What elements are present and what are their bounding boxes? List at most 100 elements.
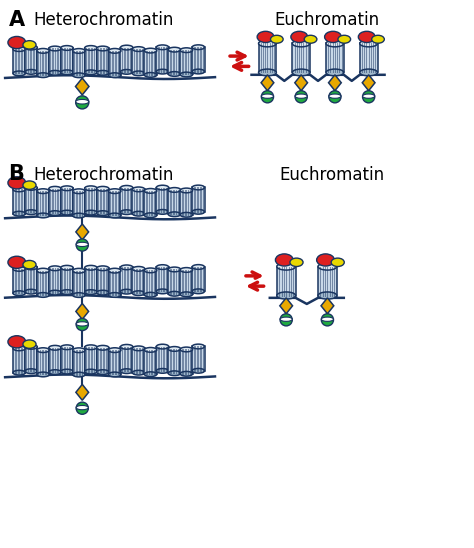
- Polygon shape: [109, 51, 121, 75]
- Ellipse shape: [97, 186, 109, 191]
- Ellipse shape: [73, 213, 85, 218]
- Circle shape: [76, 402, 88, 414]
- Polygon shape: [192, 187, 205, 212]
- Ellipse shape: [321, 317, 334, 321]
- Ellipse shape: [156, 344, 169, 349]
- Ellipse shape: [85, 265, 97, 270]
- Polygon shape: [192, 47, 205, 72]
- Ellipse shape: [156, 45, 169, 50]
- Polygon shape: [318, 266, 337, 295]
- Polygon shape: [132, 269, 145, 293]
- Polygon shape: [180, 50, 192, 75]
- Ellipse shape: [25, 369, 37, 374]
- Polygon shape: [362, 75, 375, 90]
- Ellipse shape: [61, 210, 73, 215]
- Polygon shape: [49, 269, 61, 293]
- Ellipse shape: [145, 48, 157, 53]
- Polygon shape: [76, 224, 89, 240]
- Ellipse shape: [292, 40, 310, 47]
- Ellipse shape: [61, 70, 73, 75]
- Polygon shape: [292, 43, 310, 72]
- Ellipse shape: [76, 242, 88, 247]
- Ellipse shape: [37, 73, 49, 77]
- Ellipse shape: [120, 70, 133, 74]
- Polygon shape: [145, 191, 157, 215]
- Ellipse shape: [85, 186, 97, 191]
- Polygon shape: [156, 187, 169, 212]
- Polygon shape: [37, 271, 49, 295]
- Ellipse shape: [329, 94, 341, 98]
- Polygon shape: [132, 49, 145, 73]
- Ellipse shape: [156, 289, 169, 294]
- Ellipse shape: [168, 47, 181, 52]
- Ellipse shape: [37, 372, 49, 377]
- Ellipse shape: [85, 345, 97, 350]
- Polygon shape: [97, 269, 109, 293]
- Ellipse shape: [168, 292, 181, 296]
- Ellipse shape: [360, 40, 377, 47]
- Polygon shape: [168, 190, 181, 214]
- Ellipse shape: [13, 71, 26, 76]
- Polygon shape: [192, 267, 205, 292]
- Ellipse shape: [258, 69, 276, 76]
- Ellipse shape: [156, 265, 169, 270]
- Polygon shape: [156, 47, 169, 72]
- Ellipse shape: [120, 210, 133, 214]
- Ellipse shape: [192, 289, 205, 294]
- Ellipse shape: [23, 340, 36, 349]
- Ellipse shape: [277, 263, 296, 270]
- Ellipse shape: [85, 290, 97, 294]
- Polygon shape: [61, 189, 73, 213]
- Ellipse shape: [109, 348, 121, 352]
- Ellipse shape: [49, 211, 61, 215]
- Ellipse shape: [145, 292, 157, 297]
- Polygon shape: [13, 349, 26, 373]
- Polygon shape: [145, 50, 157, 75]
- Ellipse shape: [168, 72, 181, 76]
- Polygon shape: [109, 271, 121, 295]
- Polygon shape: [168, 270, 181, 294]
- Ellipse shape: [13, 187, 26, 192]
- Ellipse shape: [180, 372, 192, 376]
- Polygon shape: [37, 51, 49, 75]
- Ellipse shape: [13, 291, 26, 295]
- Ellipse shape: [132, 212, 145, 216]
- Ellipse shape: [97, 290, 109, 295]
- Polygon shape: [192, 346, 205, 371]
- Polygon shape: [73, 191, 85, 215]
- Ellipse shape: [76, 99, 89, 104]
- Polygon shape: [76, 384, 89, 400]
- Ellipse shape: [192, 185, 205, 190]
- Ellipse shape: [73, 189, 85, 193]
- Ellipse shape: [192, 344, 205, 349]
- Ellipse shape: [61, 186, 73, 191]
- Ellipse shape: [258, 40, 276, 47]
- Ellipse shape: [25, 185, 37, 190]
- Polygon shape: [120, 188, 133, 212]
- Ellipse shape: [13, 266, 26, 271]
- Ellipse shape: [49, 186, 61, 191]
- Polygon shape: [168, 50, 181, 74]
- Ellipse shape: [109, 269, 121, 273]
- Ellipse shape: [49, 370, 61, 374]
- Polygon shape: [49, 348, 61, 372]
- Polygon shape: [145, 270, 157, 295]
- Ellipse shape: [76, 322, 88, 326]
- Ellipse shape: [145, 72, 157, 77]
- Polygon shape: [73, 51, 85, 75]
- Ellipse shape: [8, 177, 26, 189]
- Ellipse shape: [180, 213, 192, 217]
- Ellipse shape: [8, 336, 26, 348]
- Ellipse shape: [37, 189, 49, 193]
- Ellipse shape: [132, 370, 145, 375]
- Polygon shape: [61, 48, 73, 72]
- Ellipse shape: [97, 46, 109, 51]
- Circle shape: [76, 96, 89, 109]
- Polygon shape: [120, 267, 133, 292]
- Ellipse shape: [109, 372, 121, 377]
- Polygon shape: [85, 48, 97, 72]
- Polygon shape: [73, 350, 85, 374]
- Ellipse shape: [326, 69, 344, 76]
- Ellipse shape: [280, 317, 292, 321]
- Ellipse shape: [73, 73, 85, 78]
